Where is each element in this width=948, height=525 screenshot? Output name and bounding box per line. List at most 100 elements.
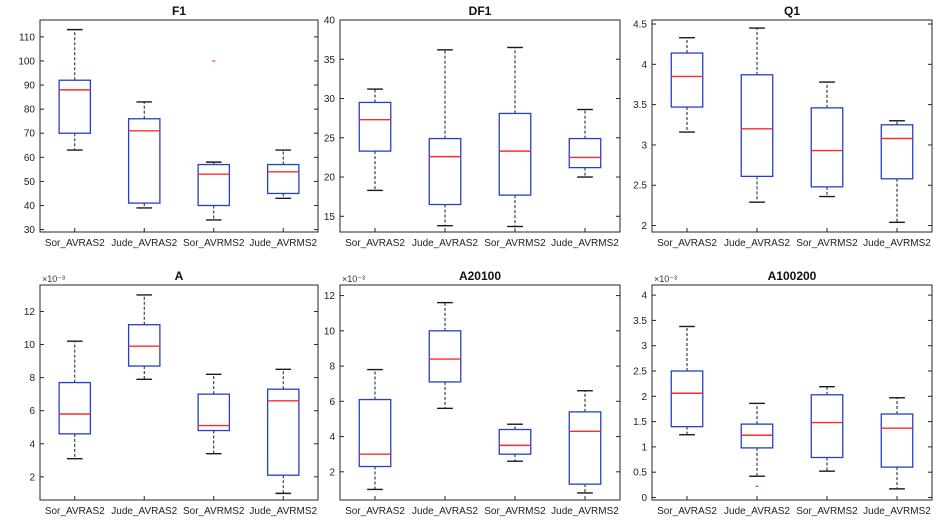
x-tick-label: Sor_AVRAS2 [657,506,717,517]
chart-panel-5: A20100 ×10⁻³ 2 4 6 8 10 12 Sor_AVRAS2 Jude_AVRAS2… [324,269,621,517]
x-tick-label: Sor_AVRMS2 [183,238,245,249]
y-tick-label: 3 [641,140,647,151]
y-tick-label: 2 [329,467,335,478]
y-tick-label: 2 [641,221,647,232]
axes-frame [339,19,621,233]
x-tick-label: Sor_AVRAS2 [345,506,405,517]
box-iqr [568,411,602,485]
box-iqr [880,124,914,180]
y-tick-label: 110 [19,32,35,43]
x-tick-label: Jude_AVRMS2 [551,506,619,517]
x-tick-label: Sor_AVRAS2 [45,506,105,517]
x-tick-label: Sor_AVRAS2 [345,238,405,249]
chart-title: A20100 [459,269,501,283]
box-iqr [498,112,532,196]
box-iqr [670,52,704,108]
box-iqr [266,163,300,195]
y-tick-label: 1.5 [633,417,647,428]
y-tick-label: 0 [641,493,647,504]
chart-title: F1 [172,4,186,18]
axes-frame [39,19,319,233]
x-tick-label: Jude_AVRAS2 [412,506,478,517]
y-tick-label: 90 [24,81,36,92]
y-tick-label: 20 [324,173,336,184]
box-iqr [197,393,231,432]
y-tick-label: 3 [641,341,647,352]
box-iqr [740,74,774,178]
y-tick-label: 60 [24,153,36,164]
y-tick-label: 2 [641,392,647,403]
y-tick-label: 80 [24,105,36,116]
chart-title: DF1 [469,4,492,18]
x-tick-label: Jude_AVRAS2 [724,506,790,517]
y-tick-label: 40 [24,201,36,212]
axis-exponent-label: ×10⁻³ [654,274,677,284]
box-iqr [428,137,462,206]
x-tick-label: Sor_AVRMS2 [484,238,546,249]
y-tick-label: 2.5 [633,181,647,192]
x-tick-label: Jude_AVRMS2 [249,506,317,517]
box-iqr [358,101,392,152]
y-tick-label: 35 [324,55,336,66]
y-tick-label: 70 [24,129,36,140]
axes-frame [39,284,319,501]
y-tick-label: 50 [24,177,36,188]
y-tick-label: 4.5 [633,20,647,31]
y-tick-label: 100 [18,56,35,67]
axes-frame [651,19,933,233]
box-iqr [428,330,462,383]
y-tick-label: 6 [329,397,335,408]
x-tick-label: Jude_AVRMS2 [551,238,619,249]
y-tick-label: 10 [324,326,336,337]
chart-panel-2: DF1 15 20 25 30 35 40 Sor_AVRAS2 Jude_AVRAS2 Sor_… [324,4,621,249]
x-tick-label: Jude_AVRMS2 [249,238,317,249]
chart-title: A [175,269,184,283]
x-tick-label: Jude_AVRAS2 [111,506,177,517]
chart-panel-6: A100200 ×10⁻³ 0 0.5 1 1.5 2 2.5 3 3.5 4 Sor_AVRAS2 J… [633,269,933,517]
box-iqr [810,394,844,459]
x-tick-label: Sor_AVRMS2 [484,506,546,517]
axes-frame [339,284,621,501]
box-iqr [58,79,92,134]
x-tick-label: Sor_AVRAS2 [657,238,717,249]
chart-title: A100200 [768,269,817,283]
x-tick-label: Sor_AVRMS2 [796,238,858,249]
box-iqr [670,370,704,428]
y-tick-label: 15 [324,212,336,223]
axis-exponent-label: ×10⁻³ [42,274,65,284]
y-tick-label: 12 [24,307,36,318]
y-tick-label: 1 [641,442,647,453]
box-iqr [568,137,602,169]
x-tick-label: Jude_AVRAS2 [111,238,177,249]
box-iqr [810,107,844,188]
box-iqr [358,398,392,468]
y-tick-label: 8 [29,373,35,384]
axes-frame [651,284,933,501]
x-tick-label: Jude_AVRMS2 [863,238,931,249]
box-iqr [880,413,914,468]
axis-exponent-label: ×10⁻³ [342,274,365,284]
chart-title: Q1 [784,4,800,18]
x-tick-label: Sor_AVRAS2 [45,238,105,249]
y-tick-label: 2 [29,472,35,483]
y-tick-label: 40 [324,16,336,27]
y-tick-label: 6 [29,406,35,417]
chart-panel-3: Q1 2 2.5 3 3.5 4 4.5 Sor_AVRAS2 Jude_AVRAS2 Sor_A… [633,4,933,249]
y-tick-label: 10 [24,340,36,351]
box-iqr [197,163,231,207]
chart-panel-1: F1 30 40 50 60 70 80 90 100 110 Sor_AVRAS2 Jude_AVR… [18,4,319,249]
y-tick-label: 30 [324,94,336,105]
y-tick-label: 4 [641,60,647,71]
x-tick-label: Sor_AVRMS2 [183,506,245,517]
chart-panel-4: A ×10⁻³ 2 4 6 8 10 12 Sor_AVRAS2 Jude_AVRAS2 Sor_A… [24,269,319,517]
x-tick-label: Jude_AVRAS2 [412,238,478,249]
box-iqr [266,388,300,476]
y-tick-label: 4 [329,432,335,443]
y-tick-label: 3.5 [633,100,647,111]
x-tick-label: Jude_AVRAS2 [724,238,790,249]
box-iqr [127,324,161,367]
y-tick-label: 8 [329,362,335,373]
y-tick-label: 30 [24,225,36,236]
y-tick-label: 4 [641,291,647,302]
